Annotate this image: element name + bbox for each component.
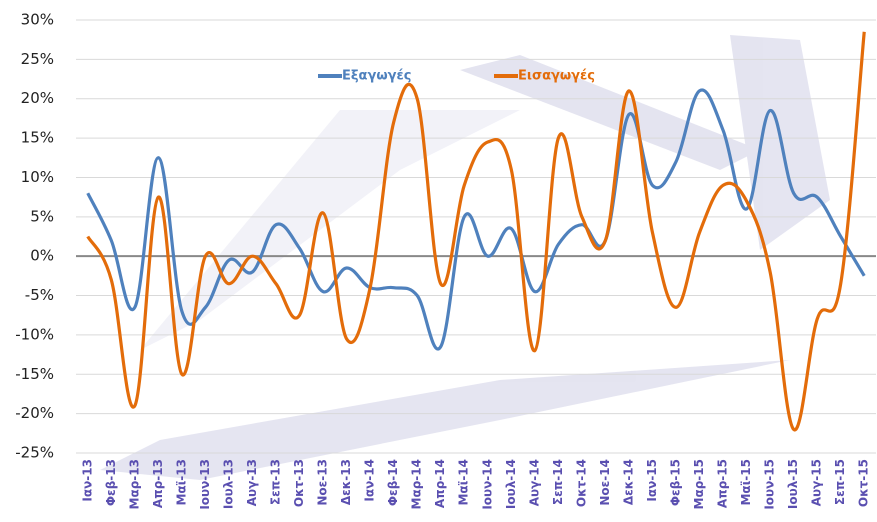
x-tick-label: Οκτ-13	[292, 459, 306, 507]
x-tick-label: Φεβ-15	[669, 459, 683, 506]
series-line	[86, 31, 866, 432]
x-tick-label: Μαρ-14	[410, 459, 424, 509]
y-tick-label: 25%	[21, 50, 54, 68]
x-tick-label: Αυγ-14	[527, 459, 541, 506]
x-tick-label: Δεκ-13	[339, 459, 353, 505]
x-tick-label: Δεκ-14	[621, 459, 635, 505]
x-tick-label: Αυγ-15	[810, 459, 824, 506]
x-tick-label: Ιουλ-15	[786, 459, 800, 509]
x-tick-label: Σεπ-15	[833, 459, 847, 505]
x-tick-label: Ιαν-13	[80, 459, 94, 502]
y-tick-label: -5%	[25, 286, 54, 304]
x-tick-label: Μαϊ-14	[457, 459, 471, 506]
y-tick-label: -10%	[15, 325, 54, 343]
x-tick-label: Απρ-13	[151, 459, 165, 508]
x-tick-label: Ιαν-15	[645, 459, 659, 502]
x-tick-label: Απρ-15	[716, 459, 730, 508]
y-tick-label: -25%	[15, 444, 54, 462]
x-tick-label: Μαϊ-13	[174, 459, 188, 506]
x-tick-label: Ιουλ-13	[221, 459, 235, 509]
x-tick-label: Μαρ-15	[692, 459, 706, 509]
x-tick-label: Φεβ-13	[104, 459, 118, 506]
x-tick-label: Ιουν-14	[480, 459, 494, 510]
x-tick-label: Ιουν-13	[198, 459, 212, 510]
y-tick-label: 10%	[21, 168, 54, 186]
x-tick-label: Φεβ-14	[386, 459, 400, 506]
x-tick-label: Ιουν-15	[763, 459, 777, 510]
x-tick-label: Οκτ-14	[574, 459, 588, 507]
y-tick-label: 15%	[21, 129, 54, 147]
x-tick-label: Ιαν-14	[363, 459, 377, 502]
y-tick-label: 30%	[21, 11, 54, 29]
x-tick-label: Μαϊ-15	[739, 459, 753, 506]
x-tick-label: Νοε-14	[598, 459, 612, 506]
series-line	[86, 88, 866, 351]
legend-label: Εισαγωγές	[518, 69, 595, 84]
y-tick-label: 5%	[30, 207, 54, 225]
y-tick-label: 0%	[30, 247, 54, 265]
legend-label: Εξαγωγές	[342, 69, 411, 84]
y-tick-label: -20%	[15, 404, 54, 422]
x-tick-label: Μαρ-13	[127, 459, 141, 509]
y-tick-label: -15%	[15, 365, 54, 383]
x-tick-label: Ιουλ-14	[504, 459, 518, 509]
x-tick-label: Οκτ-15	[857, 459, 871, 507]
x-tick-label: Σεπ-14	[551, 459, 565, 505]
x-tick-label: Αυγ-13	[245, 459, 259, 506]
y-tick-label: 20%	[21, 89, 54, 107]
x-tick-label: Απρ-14	[433, 459, 447, 508]
x-tick-label: Νοε-13	[316, 459, 330, 506]
x-tick-label: Σεπ-13	[269, 459, 283, 505]
